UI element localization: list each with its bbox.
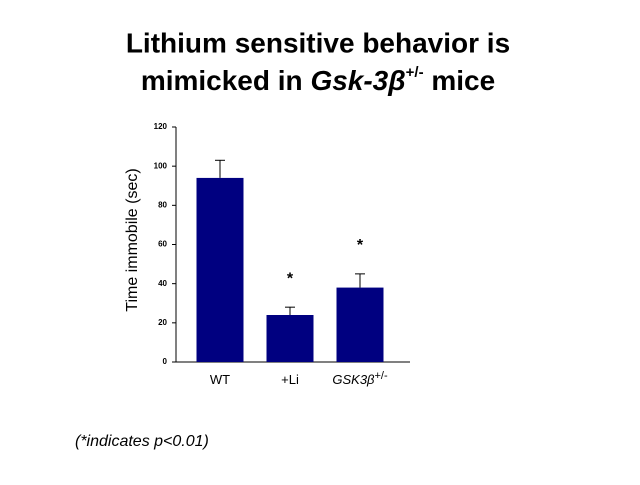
title-line: Lithium sensitive behavior is [126,27,510,58]
category-text: +Li [281,372,299,387]
bar [196,177,244,362]
category-text: WT [210,372,230,387]
y-tick-label: 20 [158,318,167,327]
title-line: mimicked in Gsk-3β+/- mice [141,55,495,96]
bar [266,315,314,362]
category-text: GSK3β [332,372,375,387]
y-tick-label: 40 [158,279,167,288]
title-text: mice [431,65,495,96]
x-tick-label: WT [210,372,230,387]
y-axis-label: Time immobile (sec) [124,168,141,311]
title-gene: Gsk-3β [310,65,405,96]
title-superscript: +/- [406,64,424,81]
significance-marker: * [287,270,294,287]
footnote: (*indicates p<0.01) [75,433,209,450]
bar [336,287,384,362]
y-tick-label: 60 [158,240,167,249]
y-tick-label: 120 [154,122,168,131]
y-tick-label: 0 [163,357,168,366]
title-text: mimicked in [141,65,303,96]
category-superscript: +/- [374,370,387,382]
x-tick-label: GSK3β+/- [332,370,388,388]
significance-marker: * [357,237,364,254]
y-tick-label: 80 [158,200,167,209]
x-tick-label: +Li [281,372,299,387]
y-tick-label: 100 [154,161,168,170]
